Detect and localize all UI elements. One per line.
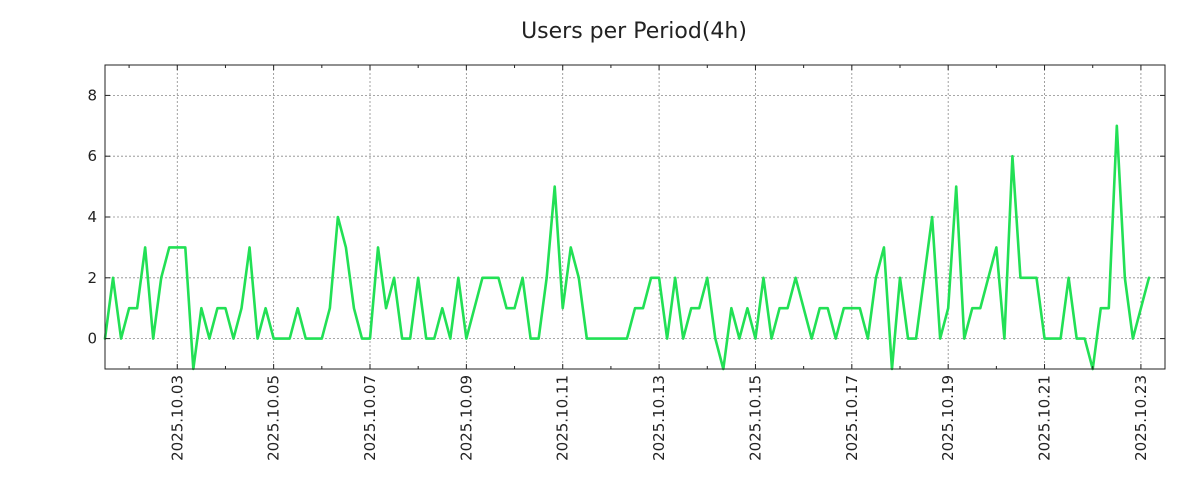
axis-layer: 0 2 4 6 8 2025.10.03 2025.10.05 2025.10.07 2025.… (87, 64, 1166, 461)
x-tick-label: 2025.10.23 (1132, 375, 1150, 461)
y-tick-label: 8 (87, 86, 97, 104)
grid-layer (105, 65, 1165, 369)
x-tick-label: 2025.10.19 (939, 375, 957, 461)
x-tick-label: 2025.10.05 (265, 375, 283, 461)
x-tick-label: 2025.10.13 (650, 375, 668, 461)
y-tick-label: 2 (87, 269, 97, 287)
x-tick-label: 2025.10.03 (168, 375, 186, 461)
chart-title: Users per Period(4h) (521, 19, 747, 44)
y-tick-label: 0 (87, 330, 97, 348)
x-tick-label: 2025.10.17 (843, 375, 861, 461)
x-tick-label: 2025.10.09 (457, 375, 475, 461)
plot-frame (104, 64, 1166, 370)
x-tick-label: 2025.10.15 (746, 375, 764, 461)
series-layer (103, 124, 1151, 371)
series-line-users (103, 124, 1151, 371)
x-tick-label: 2025.10.21 (1036, 375, 1054, 461)
y-tick-label: 4 (87, 208, 97, 226)
y-tick-label: 6 (87, 147, 97, 165)
x-tick-label: 2025.10.07 (361, 375, 379, 461)
x-tick-label: 2025.10.11 (554, 375, 572, 461)
